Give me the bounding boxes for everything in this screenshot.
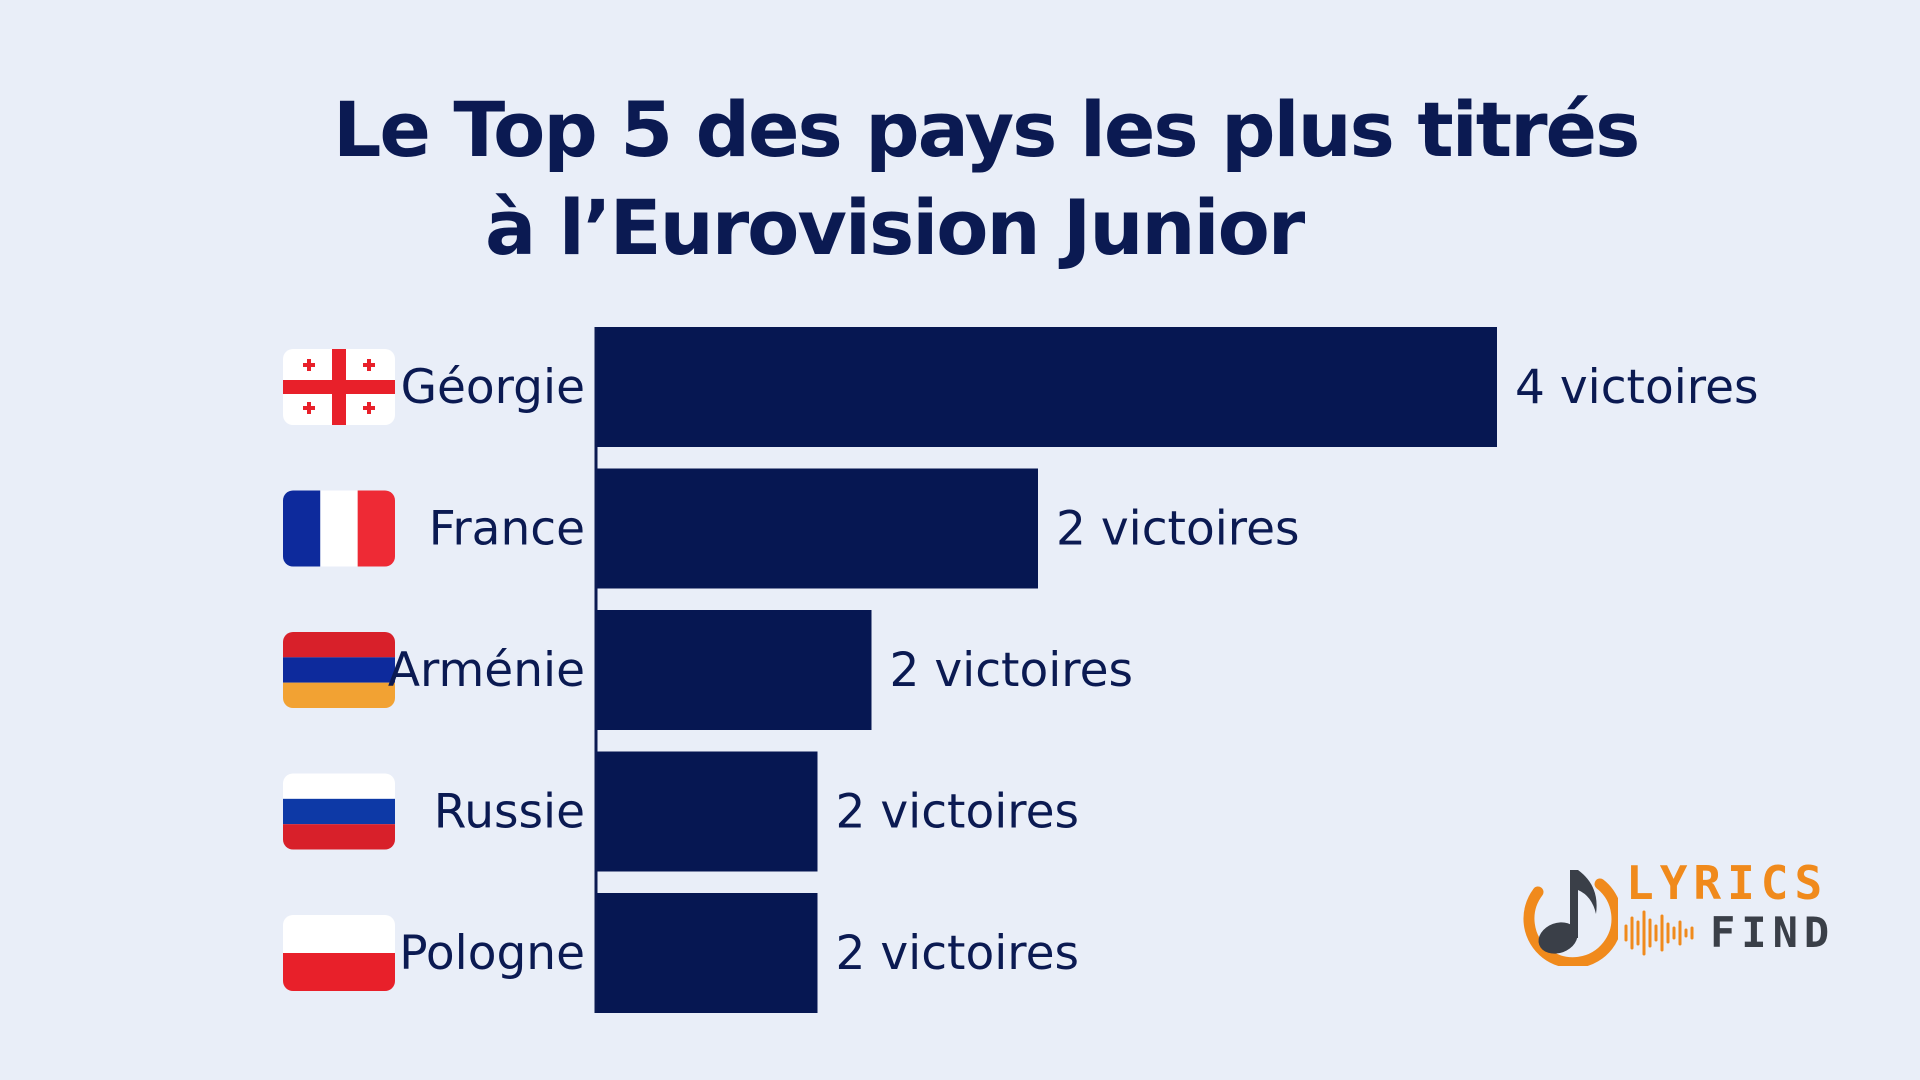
value-label: 2 victoires — [890, 643, 1134, 698]
category-label: France — [429, 502, 585, 557]
logo-text-lyrics: LYRICS — [1626, 856, 1829, 910]
title-line-1: Le Top 5 des pays les plus titrés — [333, 85, 1640, 174]
category-label: Pologne — [399, 926, 585, 981]
bar-row-4: Russie 2 victoires — [283, 751, 1080, 872]
soundwave-icon — [1624, 910, 1694, 956]
flag-russia-icon — [283, 773, 395, 850]
value-label: 2 victoires — [836, 785, 1080, 840]
music-note-icon — [1523, 870, 1618, 966]
flag-france-icon — [283, 490, 395, 567]
bar — [597, 468, 1038, 589]
bar-row-5: Pologne 2 victoires — [283, 893, 1079, 1013]
logo-text-find: FIND — [1710, 908, 1836, 957]
bar-row-2: France 2 victoires — [283, 468, 1300, 589]
value-label: 2 victoires — [1056, 502, 1300, 557]
bar — [597, 893, 818, 1013]
title-line-2: à l’Eurovision Junior — [485, 183, 1305, 272]
flag-georgia-icon — [283, 349, 395, 425]
bar — [597, 327, 1497, 447]
flag-armenia-icon — [283, 632, 395, 708]
category-label: Géorgie — [401, 360, 585, 415]
bar — [597, 751, 818, 872]
chart-title: Le Top 5 des pays les plus titrés à l’Eu… — [333, 85, 1640, 272]
lyrics-find-logo: LYRICS FIND — [1508, 856, 1829, 966]
category-label: Russie — [434, 785, 585, 840]
value-label: 4 victoires — [1515, 360, 1759, 415]
bar-row-1: Géorgie 4 victoires — [283, 327, 1759, 447]
bar — [597, 610, 872, 730]
bar-row-3: Arménie 2 victoires — [283, 610, 1133, 730]
flag-poland-icon — [283, 915, 395, 991]
category-label: Arménie — [388, 643, 585, 698]
value-label: 2 victoires — [836, 926, 1080, 981]
